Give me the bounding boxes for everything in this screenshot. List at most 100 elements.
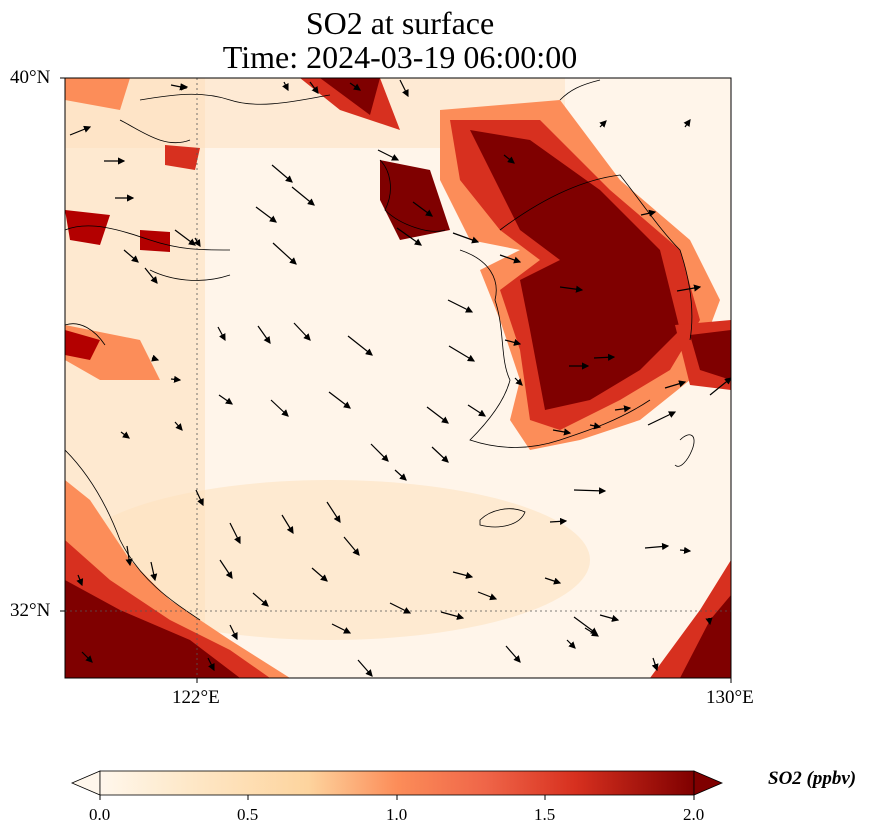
wind-arrow [447, 299, 474, 313]
colorbar [70, 770, 724, 800]
map-title-line1: SO2 at surface [305, 5, 495, 41]
wind-arrow [452, 571, 474, 579]
wind-arrow [125, 545, 133, 567]
wind-arrow [426, 406, 449, 424]
wind-arrow [549, 517, 568, 525]
wind-arrow [69, 125, 92, 136]
wind-arrow [396, 227, 422, 246]
wind-arrow [174, 421, 183, 431]
wind-arrow [651, 657, 659, 672]
wind-arrow [120, 431, 130, 439]
wind-arrow [467, 404, 487, 417]
wind-arrow [144, 267, 158, 284]
wind-arrow [683, 119, 691, 128]
wind-arrow [431, 446, 449, 463]
wind-arrow [123, 249, 139, 263]
wind-arrow [499, 254, 522, 264]
wind-arrow [705, 617, 713, 626]
lat-label-32n: 32°N [10, 600, 51, 621]
wind-arrow [559, 285, 584, 293]
wind-arrow [271, 164, 293, 183]
lon-label-122e: 122°E [172, 687, 220, 708]
wind-arrow [573, 487, 607, 495]
wind-arrow [170, 375, 182, 383]
wind-arrow [647, 411, 677, 426]
wind-arrow [503, 154, 515, 164]
wind-arrow [599, 614, 620, 622]
colorbar-tick-2: 2.0 [683, 805, 705, 824]
map-title-line2: Time: 2024-03-19 06:00:00 [222, 39, 578, 75]
coastlines [65, 79, 695, 621]
wind-arrow [217, 326, 226, 342]
wind-arrow [229, 522, 241, 545]
wind-arrow [151, 354, 160, 362]
wind-arrow [343, 536, 360, 556]
colorbar-tick-1-5: 1.5 [534, 805, 556, 824]
wind-arrow [326, 501, 341, 524]
wind-arrow [174, 229, 196, 246]
colorbar-tick-0: 0.0 [89, 805, 111, 824]
wind-arrow [452, 232, 480, 244]
wind-arrow [311, 567, 328, 582]
map-frame [64, 77, 732, 679]
wind-arrow [377, 149, 400, 161]
wind-arrow [255, 206, 277, 223]
so2-field [65, 78, 731, 678]
wind-arrow [584, 627, 600, 637]
wind-arrow [505, 645, 521, 663]
wind-arrow [644, 542, 670, 551]
lat-label-40n: 40°N [10, 67, 51, 88]
wind-arrow [589, 422, 602, 430]
wind-arrow [193, 237, 201, 248]
wind-arrow [328, 391, 351, 409]
wind-arrow [219, 559, 233, 579]
lon-label-130e: 130°E [706, 687, 754, 708]
wind-arrow [389, 602, 412, 614]
wind-arrow [272, 242, 297, 265]
wind-arrow [544, 577, 562, 585]
wind-arrow [440, 611, 465, 620]
wind-arrow [640, 209, 657, 217]
wind-arrow [293, 322, 311, 341]
wind-arrow [552, 428, 572, 436]
wind-arrow [679, 546, 692, 554]
wind-arrow [76, 574, 84, 587]
wind-vectors [69, 79, 731, 677]
colorbar-title: SO2 (ppbv) [768, 768, 857, 789]
wind-arrow [207, 657, 215, 672]
wind-arrow [394, 469, 407, 481]
wind-arrow [412, 201, 433, 217]
wind-arrow [252, 592, 269, 607]
wind-arrow [218, 394, 233, 405]
wind-arrow [514, 377, 523, 386]
wind-arrow [566, 639, 576, 649]
wind-arrow [664, 380, 687, 389]
wind-arrow [599, 120, 607, 128]
colorbar-tick-0-5: 0.5 [237, 805, 259, 824]
wind-arrow [270, 399, 289, 417]
wind-arrow [195, 489, 204, 507]
wind-arrow [347, 335, 373, 356]
colorbar-tick-1: 1.0 [386, 805, 408, 824]
wind-arrow [399, 79, 409, 98]
wind-arrow [448, 345, 476, 362]
wind-arrow [331, 623, 352, 634]
wind-arrow [291, 186, 315, 206]
wind-arrow [709, 377, 731, 396]
wind-arrow [150, 561, 158, 582]
wind-arrow [349, 82, 361, 91]
wind-arrow [504, 338, 522, 346]
wind-arrow [370, 443, 389, 462]
wind-arrow [281, 514, 294, 535]
wind-arrow [676, 284, 702, 292]
wind-arrow [309, 81, 319, 94]
wind-arrow [170, 83, 188, 91]
wind-arrow [593, 353, 616, 361]
wind-arrow [257, 325, 271, 344]
wind-arrow [81, 651, 93, 663]
wind-arrow [614, 405, 632, 413]
wind-arrow [357, 659, 373, 677]
wind-arrow [282, 81, 289, 92]
wind-arrow [229, 624, 238, 641]
